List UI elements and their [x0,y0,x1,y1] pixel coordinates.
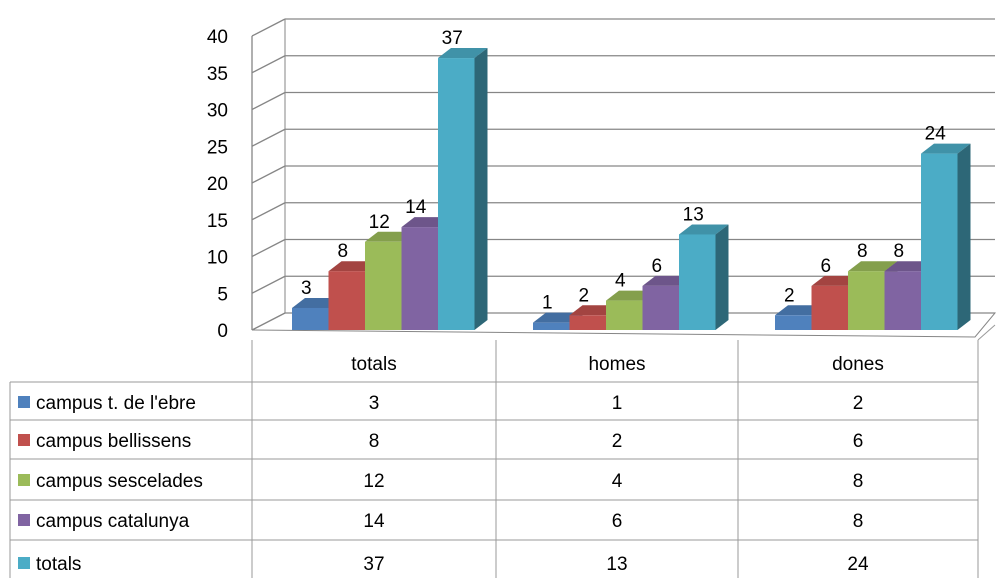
bars [292,48,971,331]
bar-front [533,322,570,330]
legend-key [18,396,30,408]
bar-side [957,143,971,330]
data-label: 2 [578,285,589,306]
y-tick-label: 10 [207,248,228,269]
data-label: 4 [615,271,626,292]
table-cell: 6 [612,511,623,532]
legend-key [18,474,30,486]
bar-front [921,153,958,330]
data-label: 1 [542,293,553,314]
gridline-side [251,275,286,294]
gridline-side [251,128,286,147]
data-label: 24 [925,124,947,145]
table-header-cell: dones [832,354,884,375]
legend-key [18,434,30,446]
y-tick-label: 40 [207,27,228,48]
data-label: 3 [301,278,312,299]
gridline-side [251,55,286,74]
table-cell: 14 [363,511,385,532]
y-tick-label: 5 [217,284,228,305]
bar-front [642,285,679,330]
bar-side [715,224,729,330]
data-label: 13 [683,204,704,225]
floor [251,312,997,338]
table-cell: 12 [363,471,384,492]
bar-front [848,271,885,330]
table-row-label: campus bellissens [36,431,191,452]
data-label: 37 [442,28,463,49]
y-tick-label: 25 [207,137,228,158]
bar-front [438,58,475,331]
table-cell: 13 [606,554,627,575]
y-axis: 0 5 10 15 20 25 30 35 40 [207,27,228,342]
bar-top [438,48,488,59]
data-label: 6 [651,256,662,277]
bar-front [292,307,329,330]
y-tick-label: 20 [207,174,228,195]
bar-top [679,224,729,235]
gridline-side [251,91,286,111]
gridline-side [251,238,286,258]
bar-front [811,285,848,330]
gridline-side [251,202,286,221]
data-label: 8 [337,241,348,262]
bar [438,48,488,331]
data-label: 12 [369,212,390,233]
gridline-side [251,165,286,184]
data-label: 8 [893,241,904,262]
bar-side [474,48,488,331]
table-cell: 3 [369,393,380,414]
table-row-label: campus sescelades [36,471,203,492]
data-label: 2 [784,285,795,306]
bar-front [884,271,921,330]
bar-front [569,315,606,330]
table-cell: 6 [853,431,864,452]
y-tick-label: 0 [217,321,228,342]
table-cell: 37 [363,554,384,575]
bar-front [401,227,438,330]
table-line [977,324,996,341]
data-label: 8 [857,241,868,262]
bar-top [921,143,971,154]
y-tick-label: 30 [207,101,228,122]
bar [921,143,971,330]
table-row-label: totals [36,554,81,575]
table-cell: 1 [612,393,623,414]
table-header-cell: totals [351,354,396,375]
data-label: 14 [405,197,427,218]
y-tick-label: 35 [207,64,228,85]
table-row-label: campus t. de l'ebre [36,393,196,414]
data-label: 6 [820,256,831,277]
bar-front [328,271,365,330]
bar-front [606,300,643,330]
bar-top [848,261,898,272]
table-cell: 8 [853,511,864,532]
gridline-side [251,18,286,37]
bar [679,224,729,330]
table-cell: 2 [612,431,623,452]
table-cell: 4 [612,471,623,492]
bar-front [365,241,402,330]
table-cell: 8 [369,431,380,452]
table-cell: 24 [847,554,869,575]
table-cell: 2 [853,393,864,414]
legend-key [18,514,30,526]
bar-front [775,315,812,330]
table-header-cell: homes [588,354,645,375]
bar-front [679,234,716,330]
y-tick-label: 15 [207,211,228,232]
table-cell: 8 [853,471,864,492]
legend-key [18,557,30,569]
table-row-label: campus catalunya [36,511,190,532]
